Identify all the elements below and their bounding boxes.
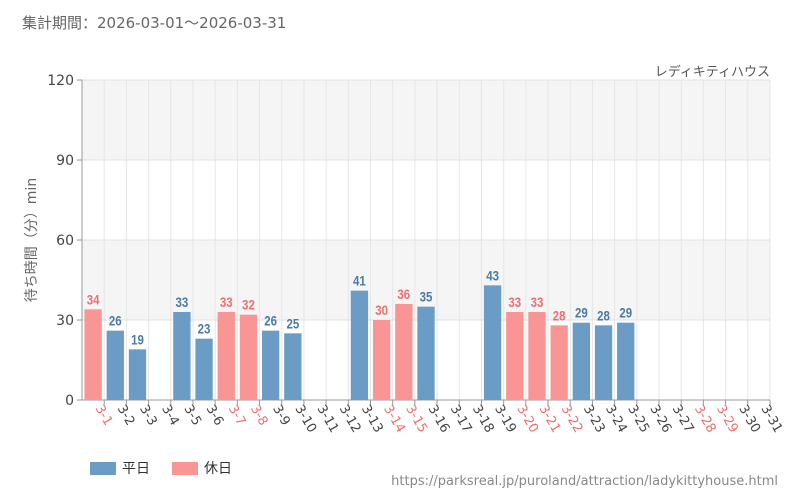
bar [350,290,369,400]
data-label: 29 [575,305,588,321]
data-label: 36 [397,286,410,302]
bar [372,320,391,400]
attraction-name: レディキティハウス [654,65,770,80]
x-tick-label: 3-26 [646,403,674,436]
data-label: 33 [531,294,544,310]
bar [617,322,635,400]
bar [572,322,591,400]
x-tick-label: 3-17 [447,403,475,436]
data-label: 43 [486,267,499,283]
legend-weekday-label: 平日 [122,461,150,477]
bar [528,312,546,400]
legend-weekday-swatch [90,461,116,475]
x-tick-label: 3-18 [469,403,497,436]
data-label: 19 [131,331,144,347]
data-label: 26 [264,313,277,329]
data-label: 29 [619,305,632,321]
x-tick-label: 3-30 [735,403,763,436]
bar [506,312,524,400]
x-tick-label: 3-16 [425,403,453,436]
data-label: 33 [508,294,521,310]
bar [84,309,102,400]
bar [239,314,258,400]
x-tick-label: 3-19 [491,403,519,436]
x-tick-label: 3-8 [247,403,271,429]
x-tick-label: 3-27 [669,403,697,436]
bar [195,338,213,400]
legend-holiday-label: 休日 [204,461,232,477]
x-tick-label: 3-21 [536,403,564,436]
bar [106,330,124,400]
y-tick-label: 60 [56,233,74,249]
data-label: 32 [242,297,255,313]
data-label: 28 [597,307,610,323]
data-label: 28 [553,307,566,323]
chart-legend: 平日 休日 [90,458,254,478]
data-label: 25 [286,315,299,331]
y-tick-label: 0 [65,393,74,409]
legend-holiday-swatch [172,461,198,475]
bar [417,306,435,400]
y-tick-label: 120 [47,73,74,89]
x-tick-label: 3-13 [358,403,386,436]
x-tick-label: 3-6 [203,403,227,429]
plot-band [82,80,770,160]
data-label: 35 [420,289,433,305]
x-tick-label: 3-28 [691,403,719,436]
legend-weekday[interactable]: 平日 [90,458,150,478]
bar [173,312,191,400]
period-label: 集計期間：2026-03-01～2026-03-31 [22,14,287,32]
y-axis-label: 待ち時間（分）min [24,178,40,302]
data-label: 34 [87,291,101,307]
source-url: https://parksreal.jp/puroland/attraction… [391,474,778,489]
bar [284,333,302,400]
x-tick-label: 3-7 [225,403,249,429]
bar [128,349,147,400]
bar [217,312,235,400]
bar [550,325,568,400]
x-tick-label: 3-20 [513,403,541,436]
x-tick-label: 3-15 [402,403,430,436]
x-tick-label: 3-5 [180,403,204,429]
data-label: 30 [375,302,388,318]
x-tick-label: 3-11 [314,403,342,436]
data-label: 26 [109,313,122,329]
y-tick-label: 90 [56,153,74,169]
data-label: 41 [353,273,366,289]
x-tick-label: 3-4 [158,403,182,429]
x-tick-label: 3-2 [114,403,138,429]
x-tick-label: 3-22 [558,403,586,436]
x-tick-label: 3-25 [624,403,652,436]
x-tick-label: 3-3 [136,403,160,429]
x-tick-label: 3-29 [713,403,741,436]
bar [261,330,280,400]
y-tick-label: 30 [56,313,74,329]
x-tick-label: 3-9 [269,403,293,429]
legend-holiday[interactable]: 休日 [172,458,232,478]
data-label: 33 [175,294,188,310]
bar [483,285,502,400]
x-tick-label: 3-31 [757,403,785,436]
x-tick-label: 3-12 [336,403,364,436]
bar [395,304,413,400]
bar [594,325,613,400]
data-label: 33 [220,294,233,310]
x-tick-label: 3-23 [580,403,608,436]
x-tick-label: 3-14 [380,403,408,436]
data-label: 23 [198,321,211,337]
x-tick-label: 3-24 [602,403,630,436]
x-tick-label: 3-1 [92,403,116,429]
x-tick-label: 3-10 [291,403,319,436]
